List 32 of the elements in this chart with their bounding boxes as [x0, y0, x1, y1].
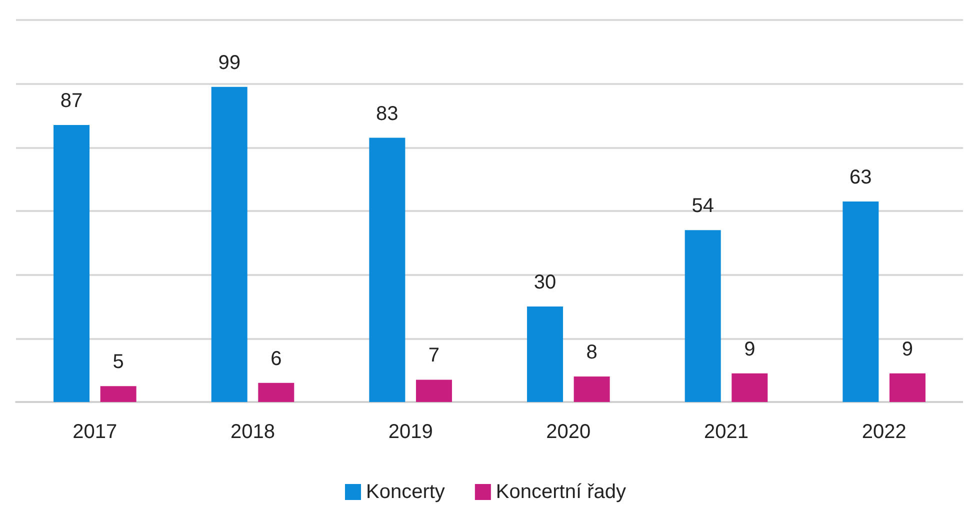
data-label: 6	[270, 348, 282, 370]
data-label: 9	[744, 338, 756, 360]
data-label: 7	[428, 344, 440, 367]
legend-label: Koncerty	[366, 481, 445, 503]
bar	[732, 373, 768, 402]
bar	[842, 201, 879, 402]
x-tick-label: 2020	[546, 421, 591, 443]
bar	[211, 86, 248, 402]
bar	[369, 138, 406, 402]
bar	[684, 230, 721, 402]
legend-label: Koncertní řady	[496, 481, 626, 503]
x-tick-label: 2019	[388, 421, 433, 443]
bar	[527, 306, 564, 402]
bar	[416, 380, 452, 402]
data-label: 63	[850, 166, 872, 188]
bar	[54, 125, 90, 402]
data-label: 30	[534, 272, 556, 294]
bar	[258, 382, 294, 402]
bar	[100, 386, 136, 402]
data-label: 83	[376, 102, 398, 125]
x-tick-label: 2021	[704, 421, 748, 443]
bar	[574, 376, 610, 402]
bar	[889, 373, 926, 402]
data-label: 8	[586, 342, 598, 364]
data-label: 54	[692, 195, 714, 218]
data-label: 9	[902, 338, 914, 360]
data-label: 5	[112, 351, 124, 374]
data-label: 87	[60, 90, 83, 112]
data-label: 99	[218, 52, 240, 74]
x-tick-label: 2018	[230, 421, 275, 443]
x-tick-label: 2017	[72, 421, 118, 443]
x-tick-label: 2022	[862, 421, 906, 443]
